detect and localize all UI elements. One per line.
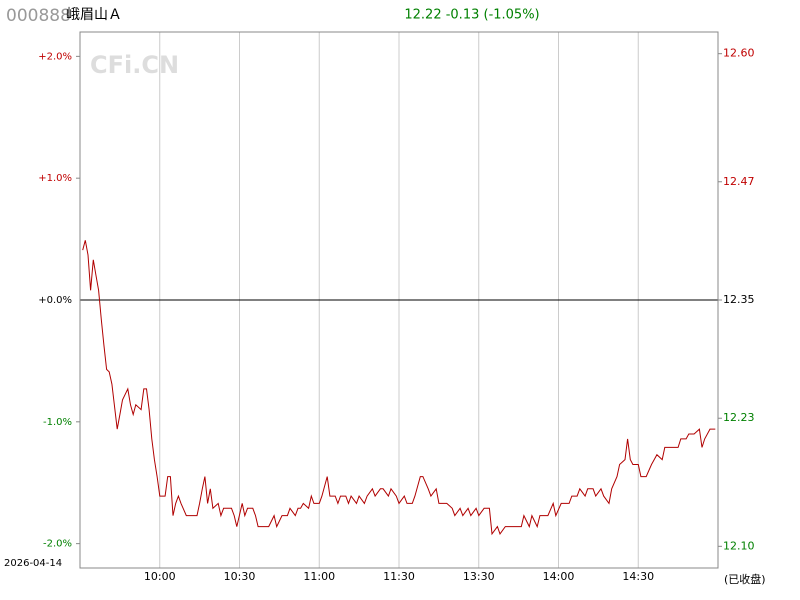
x-tick-label: 14:00 — [543, 570, 575, 583]
y2-tick-label: 12.47 — [723, 175, 755, 188]
watermark: CFi.CN — [90, 51, 179, 79]
x-tick-label: 14:30 — [622, 570, 654, 583]
stock-name: 峨眉山Ａ — [66, 7, 122, 23]
x-tick-label: 10:00 — [144, 570, 176, 583]
status-label: (已收盘) — [724, 572, 766, 586]
quote: 12.22 -0.13 (-1.05%) — [404, 8, 539, 23]
x-tick-label: 13:30 — [463, 570, 495, 583]
y2-tick-label: 12.60 — [723, 47, 755, 60]
y2-tick-label: 12.23 — [723, 411, 755, 424]
y-tick-label: -1.0% — [43, 417, 72, 428]
y-tick-label: +0.0% — [38, 295, 72, 306]
x-tick-label: 10:30 — [224, 570, 256, 583]
y-tick-label: +2.0% — [38, 51, 72, 62]
y-tick-label: +1.0% — [38, 173, 72, 184]
stock-code: 000888 — [6, 6, 71, 26]
y-tick-label: -2.0% — [43, 539, 72, 550]
y2-tick-label: 12.35 — [723, 293, 755, 306]
plot-frame — [79, 31, 719, 569]
y2-tick-label: 12.10 — [723, 539, 755, 552]
date-label: 2026-04-14 — [4, 558, 62, 569]
x-tick-label: 11:00 — [303, 570, 335, 583]
price-line — [82, 240, 716, 536]
x-tick-label: 11:30 — [383, 570, 415, 583]
